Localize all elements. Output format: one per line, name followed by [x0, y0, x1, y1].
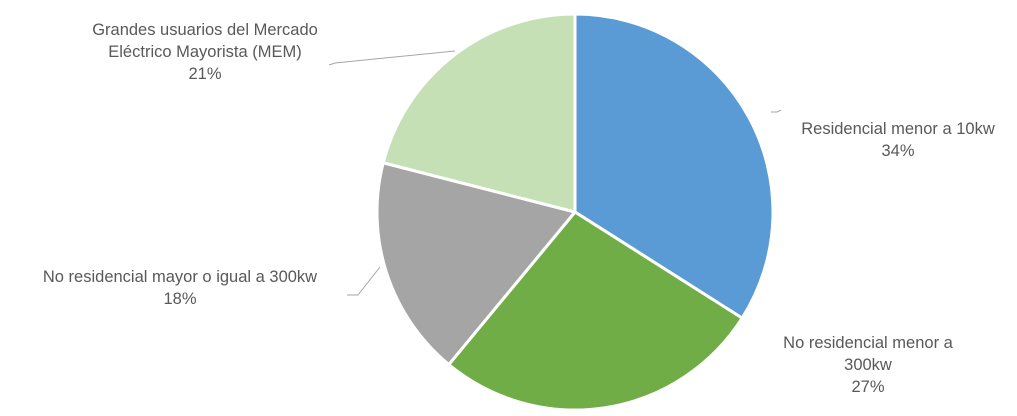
slice-percent-label: 27%: [851, 378, 884, 396]
pie-slice-1: [447, 210, 744, 412]
slice-name-label: Grandes usuarios del Mercado: [92, 21, 318, 39]
slice-name-label: Eléctrico Mayorista (MEM): [108, 43, 301, 61]
slice-label-2: No residencial mayor o igual a 300kw 18%: [43, 268, 317, 308]
slice-name-label: Residencial menor a 10kw: [801, 120, 995, 138]
pie-slice-2: [375, 161, 577, 367]
pie-slices: [375, 12, 775, 412]
leader-line-2: [347, 266, 381, 296]
slice-percent-label: 34%: [881, 142, 914, 160]
slice-label-1: No residencial menor a 300kw 27%: [783, 334, 953, 396]
leader-line-3: [328, 50, 456, 66]
pie-slice-3: [381, 12, 577, 214]
leader-line-0: [771, 109, 782, 113]
slice-percent-label: 21%: [188, 65, 221, 83]
slice-labels: Residencial menor a 10kw 34% No residencia…: [43, 21, 995, 396]
slice-label-0: Residencial menor a 10kw 34%: [801, 120, 995, 160]
slice-label-3: Grandes usuarios del Mercado Eléctrico Ma…: [92, 21, 318, 83]
slice-name-label: 300kw: [844, 356, 892, 374]
slice-name-label: No residencial mayor o igual a 300kw: [43, 268, 317, 286]
slice-percent-label: 18%: [163, 290, 196, 308]
leader-lines: [328, 50, 782, 296]
slice-name-label: No residencial menor a: [783, 334, 953, 352]
